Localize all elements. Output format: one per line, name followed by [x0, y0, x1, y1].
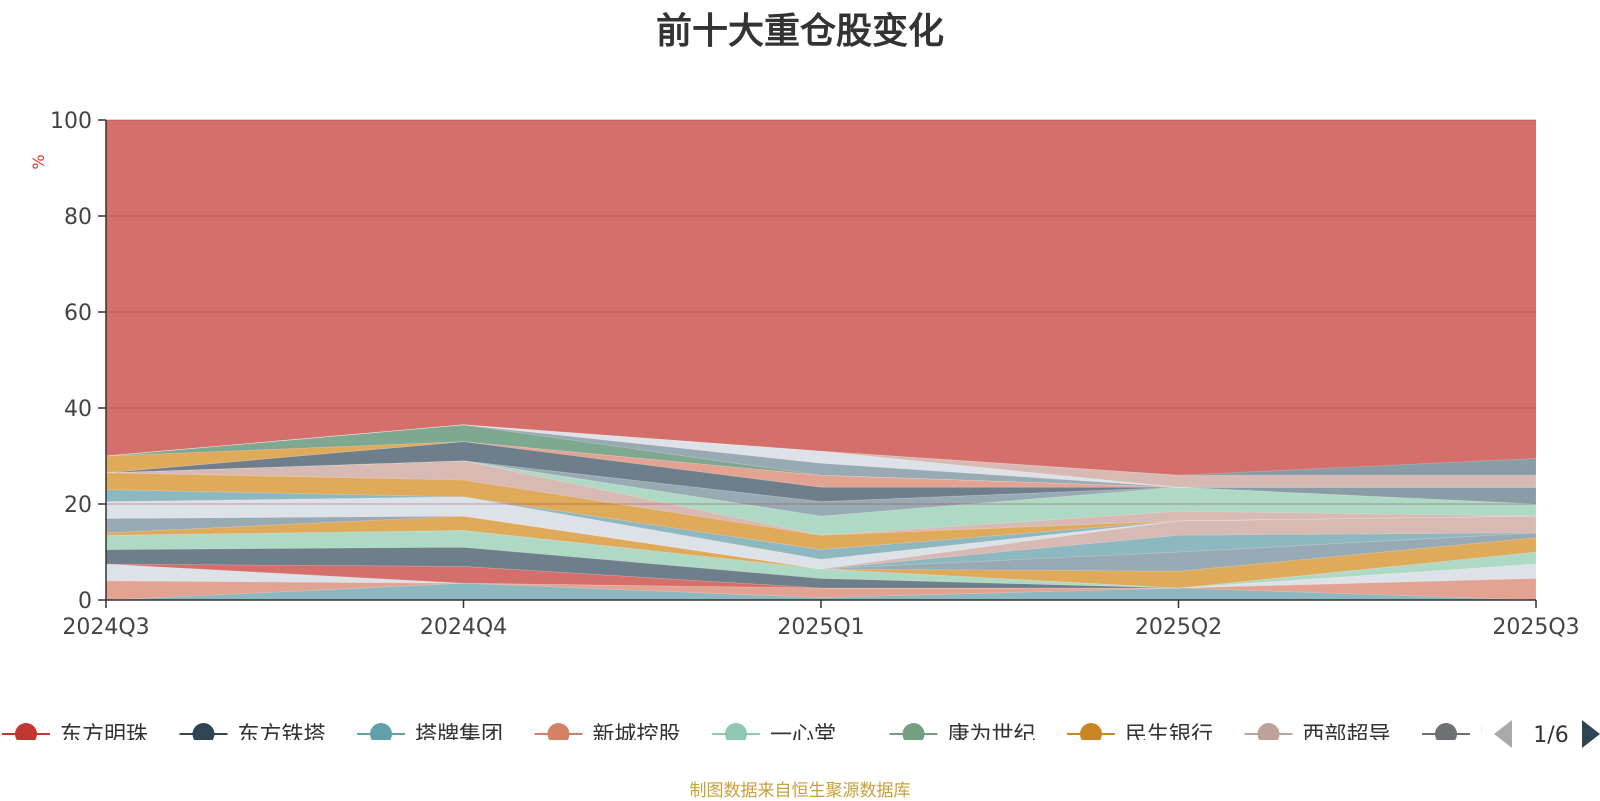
- legend-marker: [725, 723, 747, 740]
- x-tick-label: 2025Q3: [1492, 615, 1579, 640]
- legend-marker: [370, 723, 392, 740]
- legend-item[interactable]: 康为世纪: [889, 723, 1036, 748]
- legend-marker: [1435, 723, 1457, 740]
- area-band-22: [105, 424, 1536, 488]
- area-band-21: [105, 424, 1536, 488]
- legend-item[interactable]: 新城控股: [534, 723, 681, 748]
- legend-label: 康为世纪: [948, 723, 1036, 748]
- y-tick-label: 80: [64, 205, 92, 230]
- y-tick-label: 100: [50, 109, 92, 134]
- gridlines: [106, 119, 1536, 505]
- x-tick-label: 2024Q3: [62, 615, 149, 640]
- legend-page-indicator: 1/6: [1533, 723, 1568, 748]
- legend-marker: [1080, 723, 1102, 740]
- x-tick-label: 2024Q4: [420, 615, 507, 640]
- area-band-24: [105, 424, 1537, 488]
- legend-item[interactable]: 民生银行: [1067, 723, 1213, 748]
- area-band-12: [105, 489, 1537, 560]
- chart-title: 前十大重仓股变化: [655, 11, 944, 52]
- axes: 0 20 40 60 80 100 2024Q3 2024Q4 2025Q1 2025Q2 2025…: [29, 109, 1580, 640]
- legend-next-icon[interactable]: [1582, 720, 1600, 748]
- legend-label: 一心堂: [770, 723, 836, 748]
- plot-area: [105, 120, 1537, 601]
- area-band-23: [105, 424, 1536, 488]
- y-tick-label: 40: [64, 397, 92, 422]
- area-band-17: [105, 460, 1537, 505]
- legend-label: 民生银行: [1125, 723, 1213, 748]
- source-note: 制图数据来自恒生聚源数据库: [689, 781, 911, 801]
- legend-items: 东方明珠 东方铁塔 塔牌集团 新城控股 一心堂 康为世纪 民生银行 西部超导 常熟: [2, 723, 1524, 748]
- area-band-6: [105, 530, 1537, 589]
- area-band-25: [105, 424, 1537, 476]
- legend-item[interactable]: 东方明珠: [2, 723, 148, 748]
- legend-label: 东方明珠: [60, 723, 148, 748]
- legend-item[interactable]: 常熟: [1422, 723, 1524, 748]
- legend-item[interactable]: 东方铁塔: [179, 723, 326, 748]
- legend-label: 新城控股: [593, 723, 681, 748]
- area-band-8: [105, 515, 1537, 572]
- legend-label: 塔牌集团: [415, 723, 503, 748]
- legend-label: 东方铁塔: [238, 723, 326, 748]
- y-axis-label: %: [29, 154, 48, 169]
- legend-marker: [1257, 723, 1280, 740]
- y-tick-label: 60: [64, 301, 92, 326]
- legend-marker: [192, 723, 215, 740]
- legend-label: 西部超导: [1303, 723, 1391, 748]
- area-band-3: [105, 563, 1537, 589]
- legend-label: 常熟: [1480, 723, 1524, 748]
- legend-marker: [547, 723, 570, 740]
- y-tick-label: 20: [64, 493, 92, 518]
- legend: 东方明珠 东方铁塔 塔牌集团 新城控股 一心堂 康为世纪 民生银行 西部超导 常熟 1/6: [2, 720, 1600, 748]
- y-tick-label: 0: [78, 589, 92, 614]
- legend-prev-icon[interactable]: [1494, 720, 1512, 748]
- area-band-10: [105, 515, 1537, 570]
- legend-item[interactable]: 一心堂: [712, 723, 836, 748]
- legend-item[interactable]: 塔牌集团: [357, 723, 503, 748]
- x-tick-label: 2025Q1: [777, 615, 864, 640]
- legend-marker: [902, 723, 925, 740]
- legend-marker: [15, 723, 37, 740]
- area-band-7: [105, 515, 1537, 589]
- x-tick-label: 2025Q2: [1135, 615, 1222, 640]
- legend-item[interactable]: 西部超导: [1244, 723, 1391, 748]
